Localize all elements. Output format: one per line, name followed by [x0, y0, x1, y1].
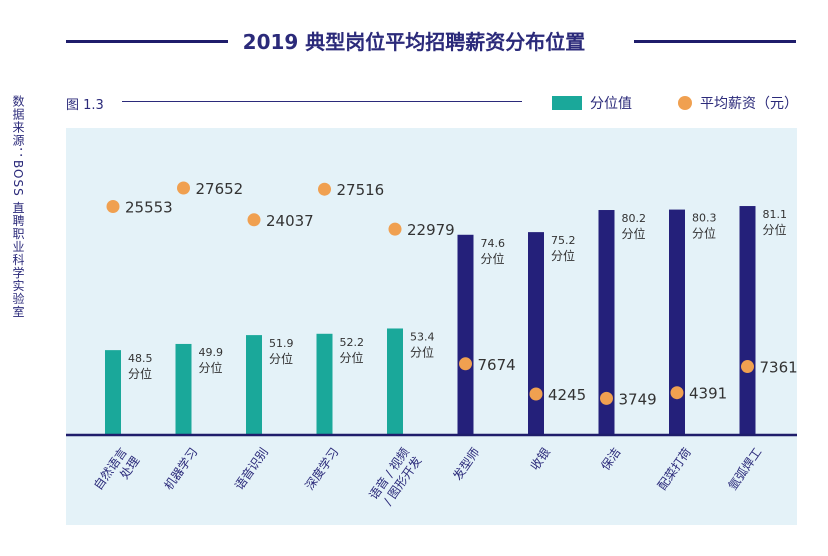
bar-unit-label: 分位: [269, 351, 293, 366]
salary-label: 7361: [760, 359, 798, 377]
bar-unit-label: 分位: [481, 251, 505, 266]
bar-unit-label: 分位: [128, 366, 152, 381]
salary-label: 25553: [125, 198, 173, 216]
salary-label: 24037: [266, 212, 314, 230]
salary-point: [459, 357, 472, 371]
bar-unit-label: 分位: [410, 344, 434, 359]
salary-point: [388, 222, 402, 236]
bar-value-label: 80.3: [692, 212, 717, 225]
title-rule-left: [66, 40, 228, 43]
title-rule-right: [634, 40, 796, 43]
legend-label-bar: 分位值: [590, 96, 632, 112]
legend-swatch-bar: [552, 96, 582, 110]
bar-unit-label: 分位: [340, 350, 364, 365]
salary-label: 27516: [337, 181, 385, 199]
legend-swatch-dot: [678, 96, 692, 110]
salary-point: [600, 391, 613, 405]
salary-point: [529, 387, 543, 401]
legend-label-dot: 平均薪资（元）: [700, 96, 798, 112]
data-source: 数据来源：BOSS 直聘职业科学实验室: [11, 95, 25, 319]
bar-value-label: 51.9: [269, 337, 294, 350]
bar: [457, 234, 474, 435]
bar: [528, 232, 544, 435]
bar-unit-label: 分位: [199, 360, 223, 375]
salary-point: [670, 386, 684, 400]
salary-label: 7674: [478, 356, 516, 374]
salary-label: 4245: [548, 386, 586, 404]
bar: [387, 328, 403, 435]
bar: [246, 335, 262, 435]
bar: [175, 343, 192, 435]
bar-value-label: 75.2: [551, 234, 576, 247]
salary-point: [247, 213, 261, 227]
bar-value-label: 48.5: [128, 352, 153, 365]
bar-value-label: 81.1: [763, 208, 788, 221]
salary-label: 22979: [407, 221, 455, 239]
salary-point: [106, 199, 120, 213]
salary-point: [741, 360, 754, 374]
bar-value-label: 49.9: [199, 346, 224, 359]
bar: [669, 209, 685, 435]
bar-unit-label: 分位: [551, 248, 575, 263]
bar: [598, 210, 615, 435]
bar-value-label: 52.2: [340, 336, 365, 349]
chart-title: 2019 典型岗位平均招聘薪资分布位置: [242, 30, 586, 54]
figure-rule: [122, 101, 522, 102]
bar-value-label: 80.2: [622, 212, 647, 225]
figure-label: 图 1.3: [66, 98, 104, 113]
bar: [105, 350, 121, 435]
salary-point: [318, 182, 331, 196]
legend-item-dot: 平均薪资（元）: [678, 93, 798, 113]
salary-label: 3749: [619, 390, 657, 408]
bar-unit-label: 分位: [763, 222, 787, 237]
bar: [739, 206, 756, 435]
bar-value-label: 53.4: [410, 330, 435, 343]
bar-unit-label: 分位: [692, 226, 716, 241]
salary-label: 27652: [196, 180, 244, 198]
bar-unit-label: 分位: [622, 226, 646, 241]
bar: [316, 333, 333, 435]
salary-point: [177, 181, 190, 195]
legend-item-bar: 分位值: [552, 93, 632, 113]
salary-label: 4391: [689, 385, 727, 403]
bar-value-label: 74.6: [481, 237, 506, 250]
